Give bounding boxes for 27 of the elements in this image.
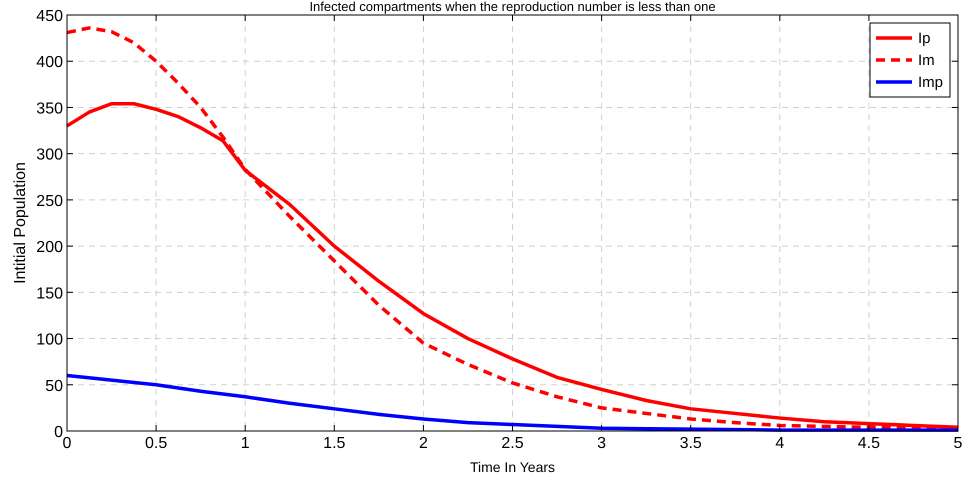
chart-title: Infected compartments when the reproduction number is less than one: [309, 0, 716, 14]
line-series: [65, 374, 960, 432]
y-tick-label: 50: [45, 378, 64, 395]
x-tick-label: 2.5: [501, 435, 524, 452]
y-tick-label: 150: [36, 285, 64, 302]
x-tick-label: 5: [954, 435, 963, 452]
y-tick-label: 200: [36, 239, 64, 256]
y-tick-label: 100: [36, 332, 64, 349]
x-tick-label: 1.5: [323, 435, 346, 452]
x-tick-label: 3: [597, 435, 606, 452]
y-tick-label: 0: [54, 424, 64, 441]
x-tick-label: 4: [775, 435, 784, 452]
legend-label: Imp: [918, 74, 944, 91]
legend-label: Im: [918, 52, 935, 69]
x-tick-label: 2: [418, 435, 428, 452]
y-axis-title: Intitial Population: [12, 162, 29, 284]
x-tick-label: 4.5: [858, 435, 880, 452]
x-tick-label: 1: [240, 435, 250, 452]
y-tick-label: 350: [36, 100, 64, 118]
legend-label: Ip: [918, 30, 931, 47]
y-tick-label: 450: [36, 8, 64, 25]
y-tick-label: 400: [36, 54, 64, 72]
y-tick-label: 300: [36, 146, 64, 164]
x-tick-label: 3.5: [680, 435, 702, 452]
x-axis-title: Time In Years: [470, 459, 556, 475]
x-tick-label: 0.5: [144, 435, 168, 452]
y-tick-label: 250: [36, 192, 64, 210]
